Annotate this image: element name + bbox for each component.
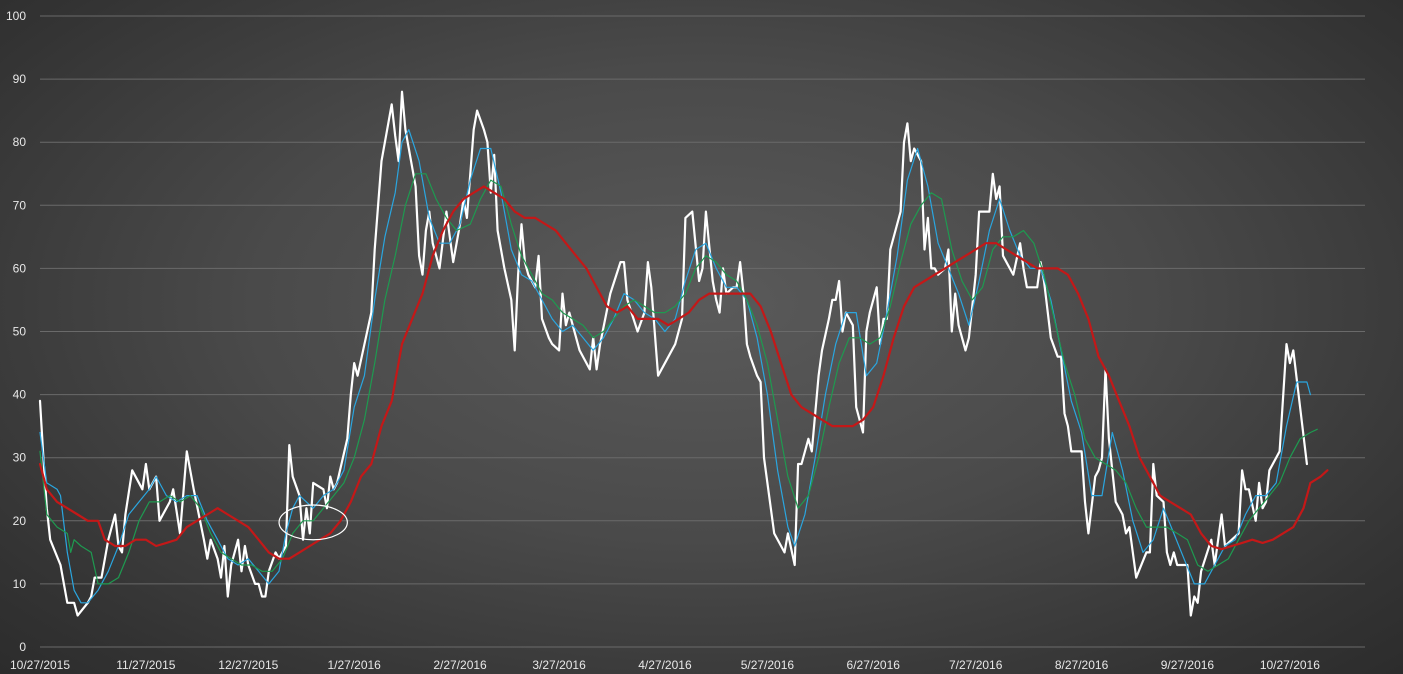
x-axis-tick-labels: 10/27/2015 11/27/2015 12/27/2015 1/27/2016 2…: [10, 658, 1320, 672]
x-tick-label: 1/27/2016: [327, 658, 381, 672]
x-tick-label: 2/27/2016: [433, 658, 487, 672]
y-tick-label: 10: [13, 577, 27, 591]
y-tick-label: 0: [19, 640, 26, 654]
x-tick-label: 3/27/2016: [532, 658, 586, 672]
y-tick-label: 60: [13, 261, 27, 275]
y-axis-tick-labels: 0 10 20 30 40 50 60 70 80 90 100: [6, 9, 26, 654]
x-tick-label: 10/27/2016: [1260, 658, 1320, 672]
x-tick-label: 12/27/2015: [218, 658, 278, 672]
y-tick-label: 90: [13, 72, 27, 86]
y-tick-label: 30: [13, 451, 27, 465]
series-lines: [38, 90, 1329, 617]
y-tick-label: 50: [13, 325, 27, 339]
annotation-ellipse: [278, 504, 348, 541]
y-tick-label: 100: [6, 9, 26, 23]
y-tick-label: 40: [13, 388, 27, 402]
x-tick-label: 8/27/2016: [1055, 658, 1109, 672]
x-tick-label: 7/27/2016: [949, 658, 1003, 672]
x-tick-label: 10/27/2015: [10, 658, 70, 672]
series-line-3: [39, 173, 1318, 585]
x-tick-label: 11/27/2015: [116, 658, 175, 672]
x-tick-label: 4/27/2016: [638, 658, 692, 672]
x-tick-label: 9/27/2016: [1161, 658, 1215, 672]
series-line-2: [39, 129, 1311, 604]
annotations: [278, 504, 348, 541]
y-tick-label: 80: [13, 135, 27, 149]
series-line-1: [38, 90, 1308, 617]
series-line-4: [38, 185, 1329, 560]
y-tick-label: 70: [13, 198, 27, 212]
x-tick-label: 6/27/2016: [847, 658, 901, 672]
y-tick-label: 20: [13, 514, 27, 528]
gridlines: [40, 15, 1365, 648]
x-tick-label: 5/27/2016: [741, 658, 795, 672]
